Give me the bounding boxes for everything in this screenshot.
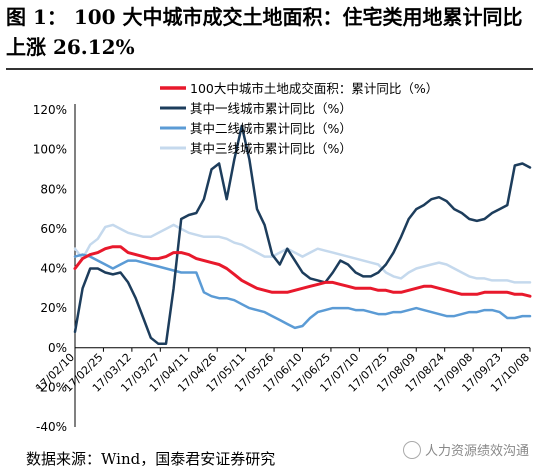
y-tick-label: -20% <box>36 380 67 394</box>
series-line-3 <box>73 223 532 284</box>
y-tick-label: 20% <box>40 301 67 315</box>
chart-title: 图 1： 100 大中城市成交土地面积：住宅类用地累计同比上涨 26.12% <box>6 5 523 59</box>
legend-label-0: 100大中城市土地成交面积：累计同比（%） <box>190 81 438 96</box>
legend-label-3: 其中三线城市累计同比（%） <box>190 141 352 156</box>
series-line-2 <box>73 253 532 330</box>
watermark: 人力资源绩效沟通 <box>402 440 529 459</box>
chart-series-layer <box>73 124 532 346</box>
y-tick-label: 0% <box>48 341 67 355</box>
watermark-text: 人力资源绩效沟通 <box>424 444 529 459</box>
y-tick-label: 120% <box>33 103 67 117</box>
data-source: 数据来源：Wind，国泰君安证券研究 <box>26 450 276 468</box>
y-tick-label: 40% <box>40 262 67 276</box>
y-tick-label: 80% <box>40 182 67 196</box>
series-line-1 <box>73 124 532 346</box>
y-tick-label: -40% <box>36 420 67 434</box>
chart-legend: 100大中城市土地成交面积：累计同比（%） 其中一线城市累计同比（%） 其中二线城市… <box>160 81 438 156</box>
legend-label-1: 其中一线城市累计同比（%） <box>190 101 352 116</box>
legend-label-2: 其中二线城市累计同比（%） <box>190 121 352 136</box>
series-line-0 <box>73 245 532 298</box>
wechat-icon <box>402 440 421 459</box>
y-tick-label: 60% <box>40 222 67 236</box>
y-tick-label: 100% <box>33 143 67 157</box>
title-divider <box>6 68 533 70</box>
